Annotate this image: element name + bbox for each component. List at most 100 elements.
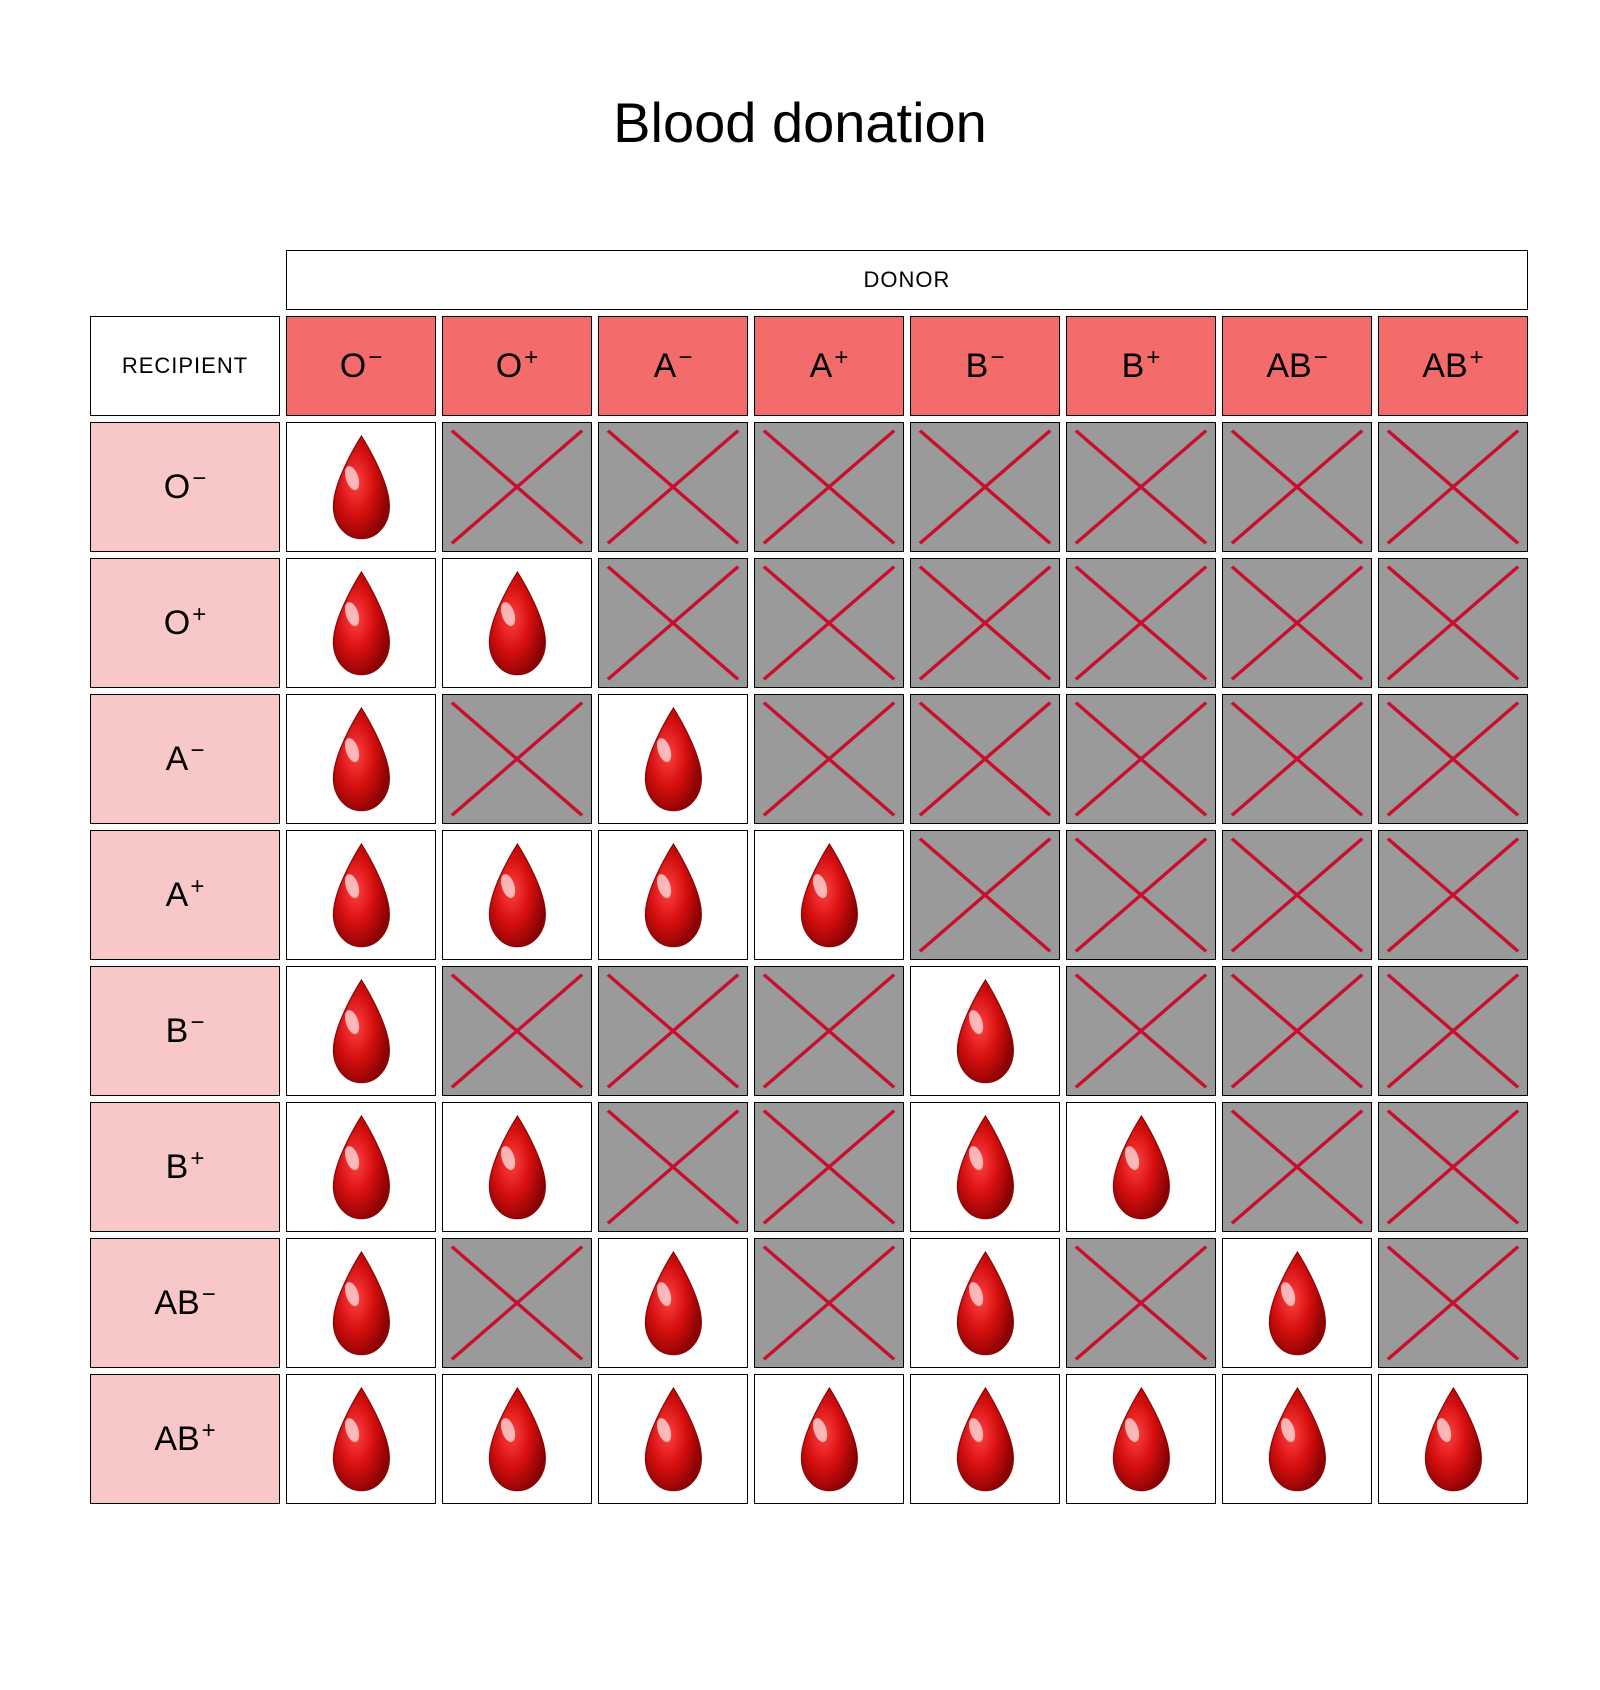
compat-A+-from-AB− [1222,830,1372,960]
compat-AB+-from-O− [286,1374,436,1504]
blood-drop-icon [473,1385,562,1494]
compat-A+-from-B− [910,830,1060,960]
cross-icon [911,831,1059,959]
compat-O−-from-A+ [754,422,904,552]
compat-B+-from-A+ [754,1102,904,1232]
compat-AB−-from-A+ [754,1238,904,1368]
recipient-type-O−: O− [90,422,280,552]
compat-A−-from-B+ [1066,694,1216,824]
compat-AB−-from-AB+ [1378,1238,1528,1368]
compat-A−-from-A− [598,694,748,824]
cross-icon [1379,831,1527,959]
compat-AB−-from-O− [286,1238,436,1368]
blood-drop-icon [317,569,406,678]
compat-O−-from-B+ [1066,422,1216,552]
compat-AB+-from-B− [910,1374,1060,1504]
blood-drop-icon [317,433,406,542]
cross-icon [755,1239,903,1367]
compat-AB+-from-B+ [1066,1374,1216,1504]
compat-AB+-from-A+ [754,1374,904,1504]
cross-icon [443,1239,591,1367]
recipient-header: RECIPIENT [90,316,280,416]
cross-icon [911,423,1059,551]
compat-B−-from-A+ [754,966,904,1096]
compat-B−-from-B− [910,966,1060,1096]
cross-icon [1223,831,1371,959]
compat-B+-from-B− [910,1102,1060,1232]
compat-O+-from-O+ [442,558,592,688]
compat-AB−-from-B+ [1066,1238,1216,1368]
compat-B+-from-A− [598,1102,748,1232]
blood-drop-icon [941,977,1030,1086]
donor-type-B+: B+ [1066,316,1216,416]
compat-O+-from-AB− [1222,558,1372,688]
donor-header: DONOR [286,250,1528,310]
blood-drop-icon [317,1113,406,1222]
chart-title: Blood donation [613,90,987,155]
blood-drop-icon [317,977,406,1086]
compat-O+-from-A− [598,558,748,688]
compat-O+-from-A+ [754,558,904,688]
compat-AB+-from-O+ [442,1374,592,1504]
cross-icon [755,423,903,551]
compat-B+-from-AB+ [1378,1102,1528,1232]
recipient-type-A−: A− [90,694,280,824]
compat-O+-from-AB+ [1378,558,1528,688]
blood-drop-icon [1253,1249,1342,1358]
compat-AB−-from-A− [598,1238,748,1368]
donor-type-A+: A+ [754,316,904,416]
blood-drop-icon [629,1249,718,1358]
blood-drop-icon [317,705,406,814]
cross-icon [1379,695,1527,823]
compat-A+-from-A− [598,830,748,960]
compat-AB−-from-O+ [442,1238,592,1368]
blood-drop-icon [1097,1385,1186,1494]
cross-icon [1067,423,1215,551]
cross-icon [443,423,591,551]
cross-icon [1067,1239,1215,1367]
compat-A−-from-AB+ [1378,694,1528,824]
cross-icon [599,559,747,687]
blood-drop-icon [785,1385,874,1494]
cross-icon [1067,831,1215,959]
cross-icon [443,695,591,823]
compat-chart: DONORRECIPIENTO−O+A−A+B−B+AB−AB+O−O+A−A+… [90,250,1528,1504]
donor-type-O−: O− [286,316,436,416]
compat-B+-from-B+ [1066,1102,1216,1232]
cross-icon [1379,1239,1527,1367]
cross-icon [1223,695,1371,823]
donor-type-AB+: AB+ [1378,316,1528,416]
compat-B−-from-O+ [442,966,592,1096]
compat-A+-from-A+ [754,830,904,960]
compat-A−-from-O− [286,694,436,824]
compat-B−-from-AB− [1222,966,1372,1096]
recipient-type-AB−: AB− [90,1238,280,1368]
blood-drop-icon [941,1249,1030,1358]
donor-type-A−: A− [598,316,748,416]
cross-icon [1223,967,1371,1095]
compat-AB−-from-AB− [1222,1238,1372,1368]
compat-A−-from-B− [910,694,1060,824]
cross-icon [755,559,903,687]
cross-icon [1379,423,1527,551]
recipient-type-AB+: AB+ [90,1374,280,1504]
compat-A−-from-O+ [442,694,592,824]
donor-type-B−: B− [910,316,1060,416]
compat-O−-from-AB+ [1378,422,1528,552]
compat-AB+-from-AB− [1222,1374,1372,1504]
blood-drop-icon [317,841,406,950]
cross-icon [1067,695,1215,823]
compat-A+-from-AB+ [1378,830,1528,960]
blood-drop-icon [1409,1385,1498,1494]
cross-icon [1379,1103,1527,1231]
compat-O−-from-O− [286,422,436,552]
compat-B−-from-B+ [1066,966,1216,1096]
corner-spacer [90,250,280,310]
compat-O−-from-AB− [1222,422,1372,552]
blood-drop-icon [941,1385,1030,1494]
compat-B−-from-A− [598,966,748,1096]
blood-drop-icon [317,1249,406,1358]
blood-drop-icon [1253,1385,1342,1494]
cross-icon [443,967,591,1095]
cross-icon [1067,559,1215,687]
